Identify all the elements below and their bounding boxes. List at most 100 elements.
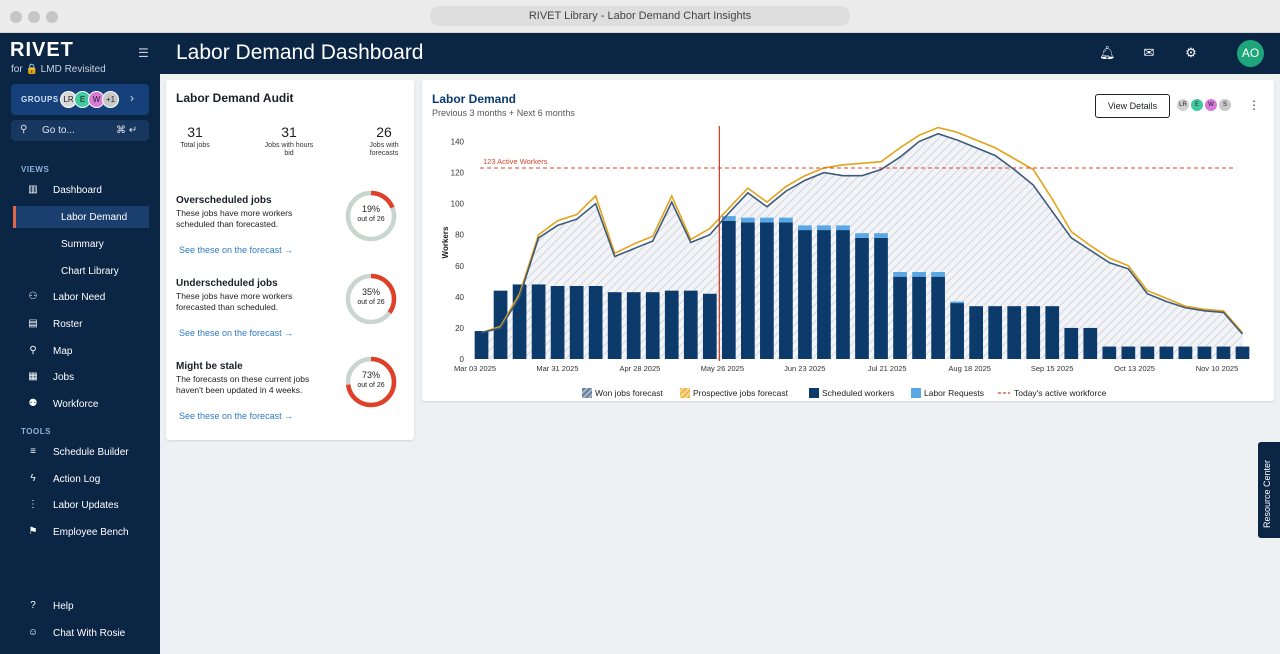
stat-label: Total jobs — [180, 142, 210, 149]
brand-logo[interactable]: RIVET — [10, 39, 74, 61]
labor-requests-bar — [893, 272, 907, 277]
sidebar-item-label: Labor Demand — [61, 212, 128, 223]
sidebar-item-label: Dashboard — [53, 185, 102, 196]
sidebar-item-workforce[interactable]: ⚉ Workforce — [0, 393, 160, 415]
sidebar-item-jobs[interactable]: ▦ Jobs — [0, 366, 160, 388]
stat-value: 31 — [187, 124, 203, 140]
map-pin-icon: ⚲ — [29, 345, 37, 356]
sidebar-item-label: Workforce — [53, 399, 99, 410]
stat-total-jobs: 31 Total jobs — [160, 124, 230, 150]
sidebar-item-chart-library[interactable]: Chart Library — [0, 260, 160, 282]
y-tick-label: 140 — [451, 138, 465, 147]
sidebar-item-employee-bench[interactable]: ⚑ Employee Bench — [0, 521, 160, 543]
see-on-forecast-link[interactable]: See these on the forecast → — [179, 411, 294, 421]
bar-chart-icon: ▥ — [28, 184, 38, 195]
scheduled-workers-bar — [874, 237, 888, 359]
stat-label: Jobs with forecasts — [369, 142, 399, 157]
see-on-forecast-link[interactable]: See these on the forecast → — [179, 328, 294, 338]
scheduled-workers-bar — [550, 285, 565, 359]
legend-swatch — [809, 388, 819, 398]
labor-requests-bar — [741, 217, 755, 223]
view-details-button[interactable]: View Details — [1095, 94, 1170, 118]
close-window-icon[interactable] — [10, 11, 22, 23]
scheduled-workers-bar — [645, 292, 660, 359]
minimize-window-icon[interactable] — [28, 11, 40, 23]
scheduled-workers-bar — [817, 230, 831, 359]
scheduled-workers-bar — [1178, 346, 1193, 359]
scheduled-workers-bar — [969, 306, 983, 359]
scheduled-workers-bar — [1216, 346, 1231, 359]
more-vertical-icon[interactable]: ⋮ — [1248, 98, 1260, 112]
scheduled-workers-bar — [531, 284, 546, 359]
sidebar-item-dashboard[interactable]: ▥ Dashboard — [0, 179, 160, 201]
won-jobs-forecast-line — [481, 132, 1244, 335]
scheduled-workers-bar — [607, 292, 622, 359]
x-tick-label: Aug 18 2025 — [948, 364, 991, 373]
sidebar-item-summary[interactable]: Summary — [0, 233, 160, 255]
groups-selector[interactable]: GROUPS LR E W +1 › — [11, 84, 149, 115]
resource-center-label: Resource Center — [1262, 459, 1272, 528]
sidebar-item-label: Labor Need — [53, 292, 106, 303]
collapse-sidebar-icon[interactable]: ☰ — [138, 46, 149, 60]
bell-icon[interactable]: 🔔︎ — [1099, 45, 1116, 60]
sidebar-item-label: Chat With Rosie — [53, 628, 126, 639]
section-title: Might be stale — [176, 361, 243, 372]
sidebar-item-label: Schedule Builder — [53, 447, 129, 458]
percent-ring: 73% out of 26 — [344, 355, 398, 409]
resource-center-tab[interactable]: Resource Center — [1258, 442, 1280, 538]
y-tick-label: 20 — [455, 324, 464, 333]
scheduled-workers-bar — [931, 276, 945, 359]
x-tick-label: Mar 03 2025 — [454, 364, 496, 373]
scheduled-workers-bar — [836, 230, 850, 359]
mail-icon[interactable]: ✉ — [1143, 45, 1155, 60]
x-tick-label: Oct 13 2025 — [1114, 364, 1155, 373]
see-on-forecast-link[interactable]: See these on the forecast → — [179, 245, 294, 255]
x-tick-label: Apr 28 2025 — [619, 364, 660, 373]
section-description: These jobs have more workers scheduled t… — [176, 208, 293, 229]
building-icon: ▦ — [28, 371, 38, 382]
search-icon: ⚲ — [20, 124, 28, 135]
sidebar-item-action-log[interactable]: ϟ Action Log — [0, 468, 160, 490]
labor-requests-bar — [779, 217, 793, 223]
percent-ring-graphic — [345, 190, 397, 242]
gear-icon[interactable]: ⚙ — [1185, 45, 1197, 60]
scheduled-workers-bar — [1121, 346, 1136, 359]
scheduled-workers-bar — [1159, 346, 1174, 359]
roster-icon: ▤ — [28, 318, 38, 329]
prospective-jobs-forecast-line — [481, 126, 1244, 334]
chart-avatar: S — [1218, 98, 1232, 112]
y-tick-label: 60 — [455, 262, 464, 271]
sidebar-item-label: Roster — [53, 319, 83, 330]
scheduled-workers-bar — [741, 222, 755, 359]
sidebar-item-roster[interactable]: ▤ Roster — [0, 313, 160, 335]
sidebar-item-labor-need[interactable]: ⚇ Labor Need — [0, 286, 160, 308]
page-title: Labor Demand Dashboard — [176, 41, 424, 64]
sidebar-item-label: Labor Updates — [53, 500, 119, 511]
sidebar-item-labor-updates[interactable]: ⋮ Labor Updates — [0, 494, 160, 516]
goto-search[interactable]: ⚲ Go to... ⌘ ↵ — [11, 120, 149, 141]
scheduled-workers-bar — [664, 290, 679, 359]
scheduled-workers-bar — [1197, 346, 1212, 359]
y-tick-label: 80 — [455, 231, 464, 240]
percent-of: out of 26 — [357, 216, 385, 223]
sidebar-item-chat-with-rosie[interactable]: ☺ Chat With Rosie — [0, 622, 160, 644]
percent-of: out of 26 — [357, 299, 385, 306]
scheduled-workers-bar — [1026, 306, 1041, 359]
y-tick-label: 120 — [451, 169, 465, 178]
active-workforce-label: 123 Active Workers — [483, 157, 548, 166]
sidebar-item-help[interactable]: ? Help — [0, 595, 160, 617]
chart-subtitle: Previous 3 months + Next 6 months — [432, 108, 575, 118]
sidebar-item-labor-demand[interactable]: Labor Demand — [13, 206, 149, 228]
user-avatar[interactable]: AO — [1237, 40, 1264, 67]
labor-requests-bar — [836, 225, 850, 231]
labor-requests-bar — [855, 233, 869, 238]
main-content: Labor Demand Audit 31 Total jobs 31 Jobs… — [160, 74, 1280, 654]
sidebar-item-schedule-builder[interactable]: ≡ Schedule Builder — [0, 441, 160, 463]
scheduled-workers-bar — [1064, 327, 1079, 359]
sidebar-item-map[interactable]: ⚲ Map — [0, 340, 160, 362]
section-title: Overscheduled jobs — [176, 195, 272, 206]
zoom-window-icon[interactable] — [46, 11, 58, 23]
scheduled-workers-bar — [1140, 346, 1155, 359]
top-header: Labor Demand Dashboard 🔔︎ ✉ ⚙ AO — [160, 33, 1280, 74]
sidebar-item-label: Chart Library — [61, 266, 119, 277]
